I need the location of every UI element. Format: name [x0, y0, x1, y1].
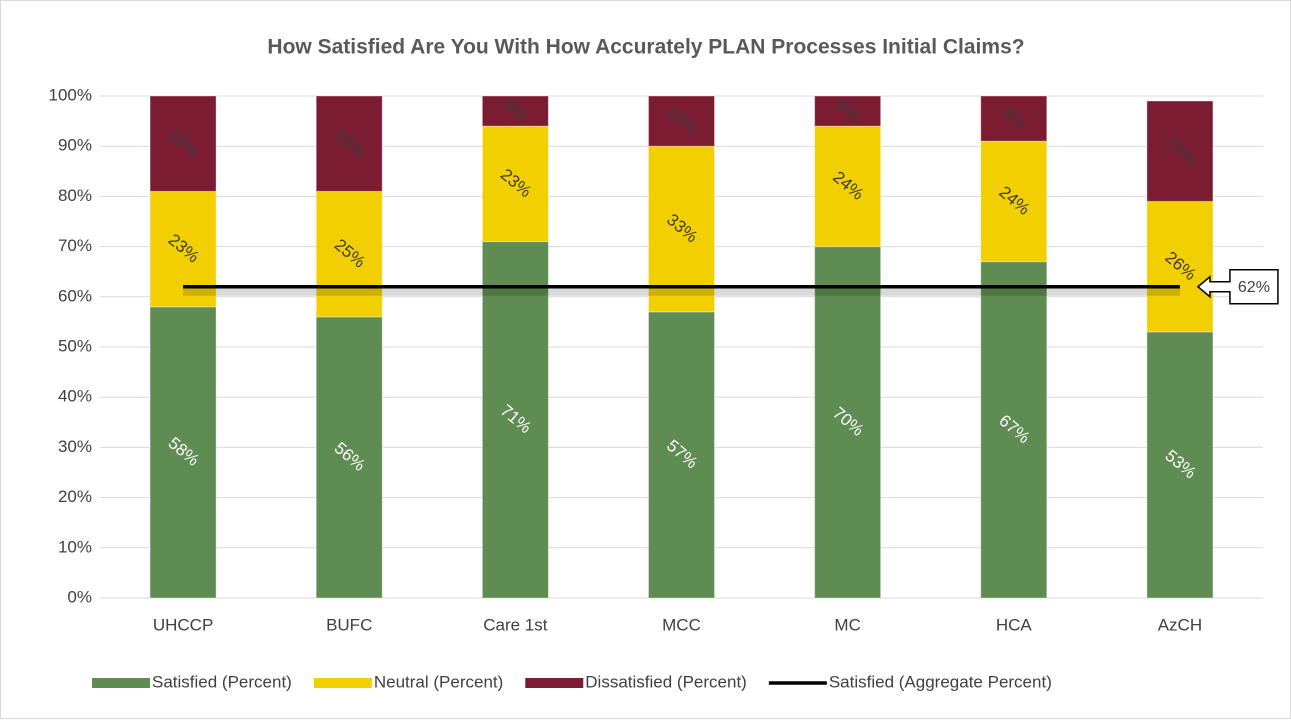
- x-tick-label: Care 1st: [483, 615, 548, 634]
- callout: [1196, 269, 1279, 305]
- y-tick-label: 80%: [58, 186, 92, 205]
- legend-label: Satisfied (Aggregate Percent): [829, 672, 1052, 691]
- x-tick-label: MC: [834, 615, 860, 634]
- x-tick-label: AzCH: [1158, 615, 1202, 634]
- bar-segment: [315, 190, 383, 318]
- bar-segment: [648, 145, 715, 313]
- bar-segment: [980, 95, 1048, 142]
- bar-segment: [315, 95, 383, 192]
- legend-swatch: [525, 678, 584, 688]
- bar-segment: [149, 306, 217, 599]
- bar-segment: [648, 311, 715, 599]
- bar-segment: [149, 95, 217, 192]
- x-tick-label: UHCCP: [153, 615, 213, 634]
- callout-label: 62%: [1238, 279, 1270, 296]
- bar-segment: [814, 246, 882, 599]
- y-tick-label: 20%: [58, 487, 92, 506]
- x-tick-label: MCC: [662, 615, 701, 634]
- y-tick-label: 90%: [58, 136, 92, 155]
- chart-title: How Satisfied Are You With How Accuratel…: [267, 36, 1024, 59]
- bar-segment: [814, 125, 882, 248]
- y-tick-label: 100%: [49, 85, 92, 104]
- x-tick-label: BUFC: [326, 615, 372, 634]
- y-tick-label: 30%: [58, 437, 92, 456]
- legend-label: Satisfied (Percent): [152, 672, 292, 691]
- bar-segment: [481, 125, 549, 243]
- bar-segment: [1146, 100, 1214, 202]
- y-tick-label: 60%: [58, 286, 92, 305]
- bar-segment: [648, 95, 715, 147]
- legend-label: Dissatisfied (Percent): [585, 672, 747, 691]
- bar-segment: [814, 95, 882, 127]
- x-tick-label: HCA: [996, 615, 1033, 634]
- y-tick-label: 10%: [58, 537, 92, 556]
- bar-segment: [481, 241, 549, 599]
- y-tick-label: 0%: [67, 587, 92, 606]
- y-tick-label: 50%: [58, 336, 92, 355]
- legend-label: Neutral (Percent): [374, 672, 503, 691]
- y-tick-label: 70%: [58, 236, 92, 255]
- legend-swatch: [92, 678, 150, 688]
- bar-segment: [481, 95, 549, 127]
- bar-segment: [315, 316, 383, 599]
- bar-segment: [1146, 331, 1214, 599]
- bar-segment: [980, 140, 1048, 263]
- legend-swatch: [313, 678, 372, 688]
- y-tick-label: 40%: [58, 387, 92, 406]
